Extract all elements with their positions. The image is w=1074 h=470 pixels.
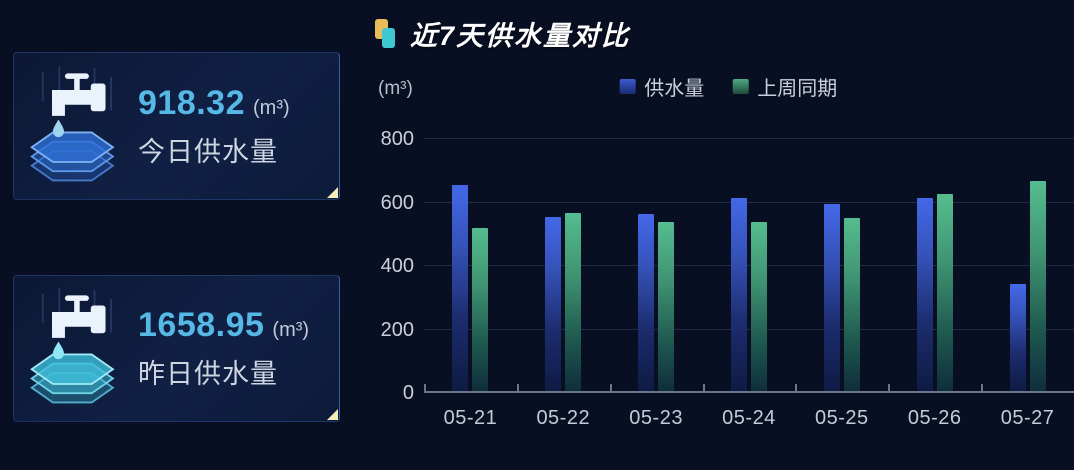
stat-label-yesterday: 昨日供水量 [138,359,278,389]
x-tick-label-05-25: 05-25 [815,407,869,429]
gridline-200 [424,328,1074,330]
gridline-800 [424,138,1074,139]
y-tick-label-800: 800 [380,128,414,150]
stat-value-yesterday: 1658.95 [138,306,265,344]
gridline-400 [424,265,1074,266]
bar-supply-05-23[interactable] [638,214,655,391]
x-tick-label-05-27: 05-27 [1000,407,1055,429]
bar-group-05-23: 05-23 [610,139,703,429]
chart-header: 近7天供水量对比 [375,14,630,53]
x-axis-tick [609,384,612,391]
bar-last-week-05-22[interactable] [565,212,582,391]
bar-supply-05-21[interactable] [452,184,469,391]
bar-group-05-24: 05-24 [703,139,796,429]
bar-last-week-05-23[interactable] [658,222,675,391]
legend-label-last-week: 上周同期 [757,78,838,100]
x-axis-line [424,391,1074,393]
stat-unit-today: (m³) [253,96,290,119]
bar-last-week-05-27[interactable] [1029,181,1046,391]
x-tick-label-05-26: 05-26 [907,407,962,429]
stat-card-yesterday: 1658.95 (m³) 昨日供水量 [13,275,340,422]
x-tick-label-05-21: 05-21 [443,407,498,429]
bar-last-week-05-25[interactable] [843,217,860,391]
bar-group-05-21: 05-21 [424,139,517,429]
bar-last-week-05-21[interactable] [472,227,489,391]
bar-group-05-22: 05-22 [517,139,610,429]
bar-group-05-27: 05-27 [981,139,1074,429]
x-tick-label-05-24: 05-24 [722,407,776,429]
y-tick-label-200: 200 [380,318,414,341]
x-tick-label-05-23: 05-23 [629,407,683,429]
x-axis-tick [702,384,705,391]
chart-panel: 近7天供水量对比 (m³) 供水量 上周同期 0 200 400 600 800 05-2… [365,0,1074,470]
y-axis-stub [424,384,426,393]
title-decor-layers-icon [375,18,397,49]
legend-swatch-supply [619,79,636,94]
bar-chart-plot: 0 200 400 600 800 05-21 05-22 05-23 05-24 05-25 05… [381,129,1074,429]
bar-last-week-05-26[interactable] [936,193,953,391]
bar-last-week-05-24[interactable] [750,222,767,391]
legend-label-supply: 供水量 [644,78,705,100]
bar-supply-05-24[interactable] [730,197,747,391]
y-tick-label-0: 0 [402,382,414,404]
bar-supply-05-25[interactable] [823,203,840,391]
y-axis-unit-label: (m³) [378,78,413,99]
y-tick-label-600: 600 [380,191,414,214]
stat-card-today: 918.32 (m³) 今日供水量 [13,52,340,200]
legend-swatch-last-week [732,79,749,94]
legend-item-last-week[interactable]: 上周同期 [732,72,837,101]
x-axis-tick [888,384,891,391]
stat-label-today: 今日供水量 [138,136,278,167]
legend-item-supply[interactable]: 供水量 [619,72,704,101]
bar-group-05-26: 05-26 [888,139,981,429]
chart-legend: 供水量 上周同期 [619,72,837,101]
x-tick-label-05-22: 05-22 [536,407,591,429]
x-axis-tick [516,384,519,391]
gridline-600 [424,201,1074,203]
x-axis-tick [981,384,984,391]
y-tick-label-400: 400 [380,255,414,277]
water-tap-icon [28,64,124,193]
stat-unit-yesterday: (m³) [272,319,310,341]
bar-supply-05-27[interactable] [1009,284,1026,391]
bar-supply-05-26[interactable] [916,197,933,391]
bar-supply-05-22[interactable] [545,217,562,391]
card-corner-accent [327,187,338,198]
water-tap-icon [28,286,124,415]
chart-title: 近7天供水量对比 [410,21,631,51]
card-corner-accent [327,409,338,420]
x-axis-tick [795,384,798,391]
bar-group-05-25: 05-25 [795,139,888,429]
stat-value-today: 918.32 [138,83,245,122]
